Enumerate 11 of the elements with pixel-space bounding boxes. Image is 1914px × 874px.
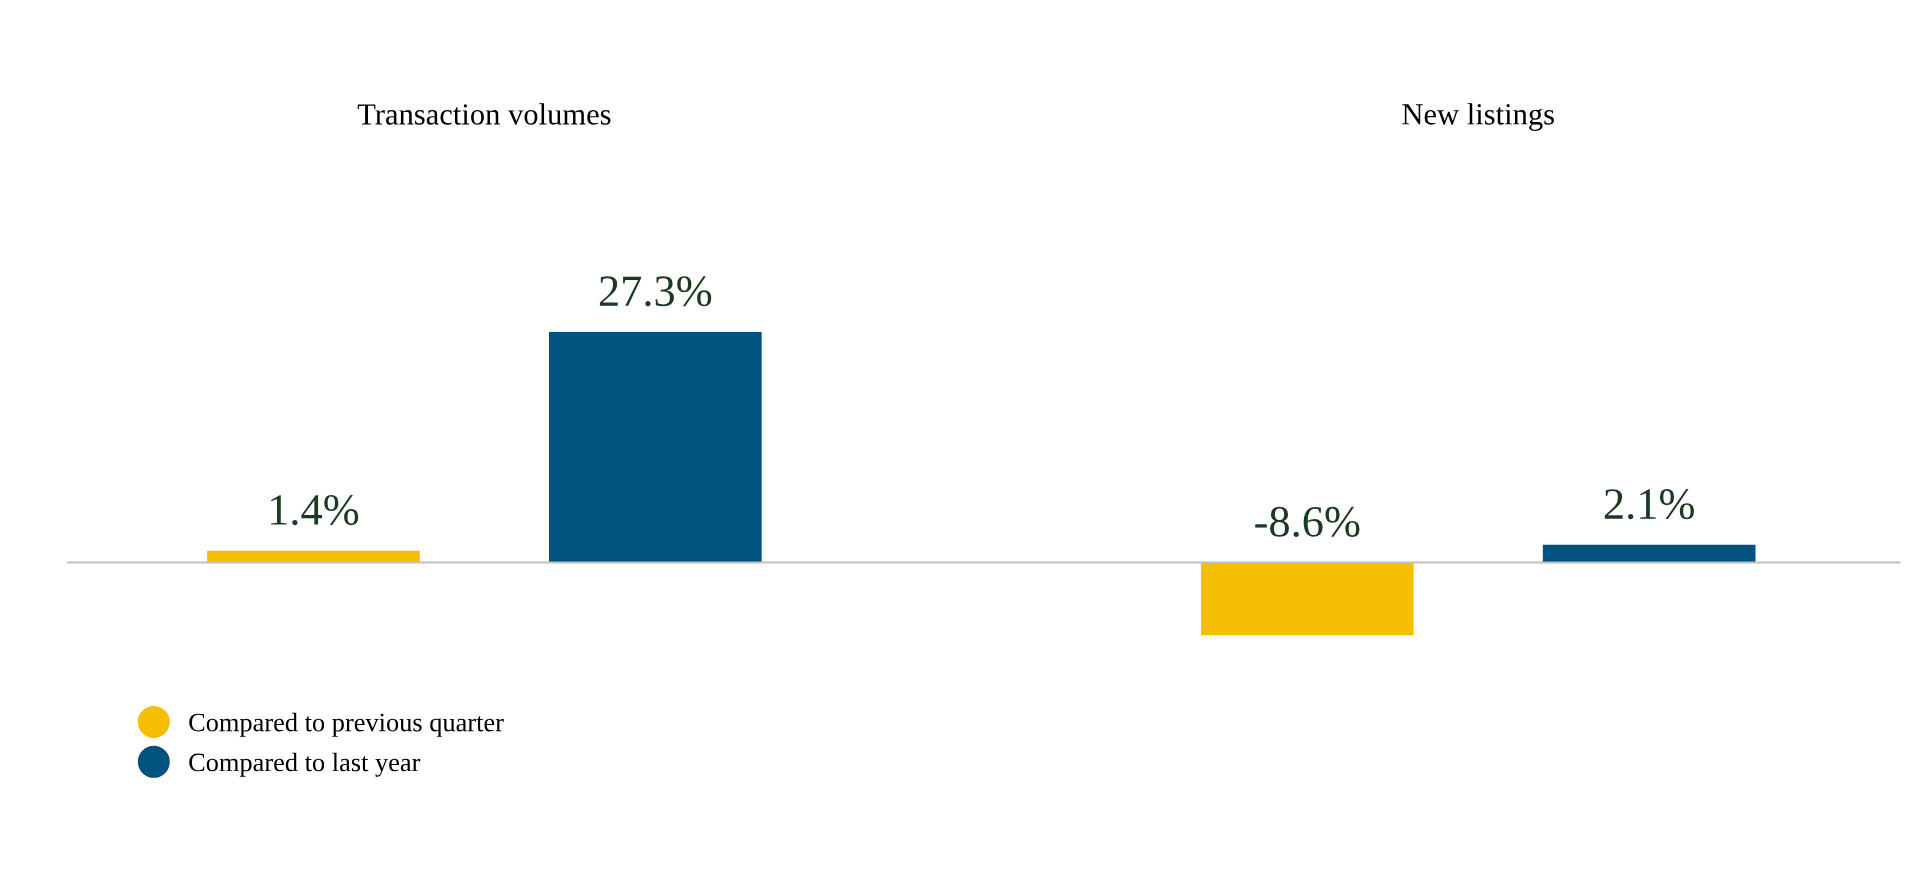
data-label: -8.6% [1255,506,1360,538]
bar [1200,562,1414,636]
legend-label: Compared to last year [189,752,421,777]
x-tick-label: New listings [1402,103,1554,131]
bar [1542,544,1756,563]
bar [549,331,762,563]
data-label: 1.4% [271,495,359,526]
legend-label: Compared to previous quarter [189,712,504,737]
x-tick-label: Transaction volumes [357,103,611,125]
data-label: 2.1% [1604,489,1694,520]
data-label: 27.3% [599,276,712,307]
